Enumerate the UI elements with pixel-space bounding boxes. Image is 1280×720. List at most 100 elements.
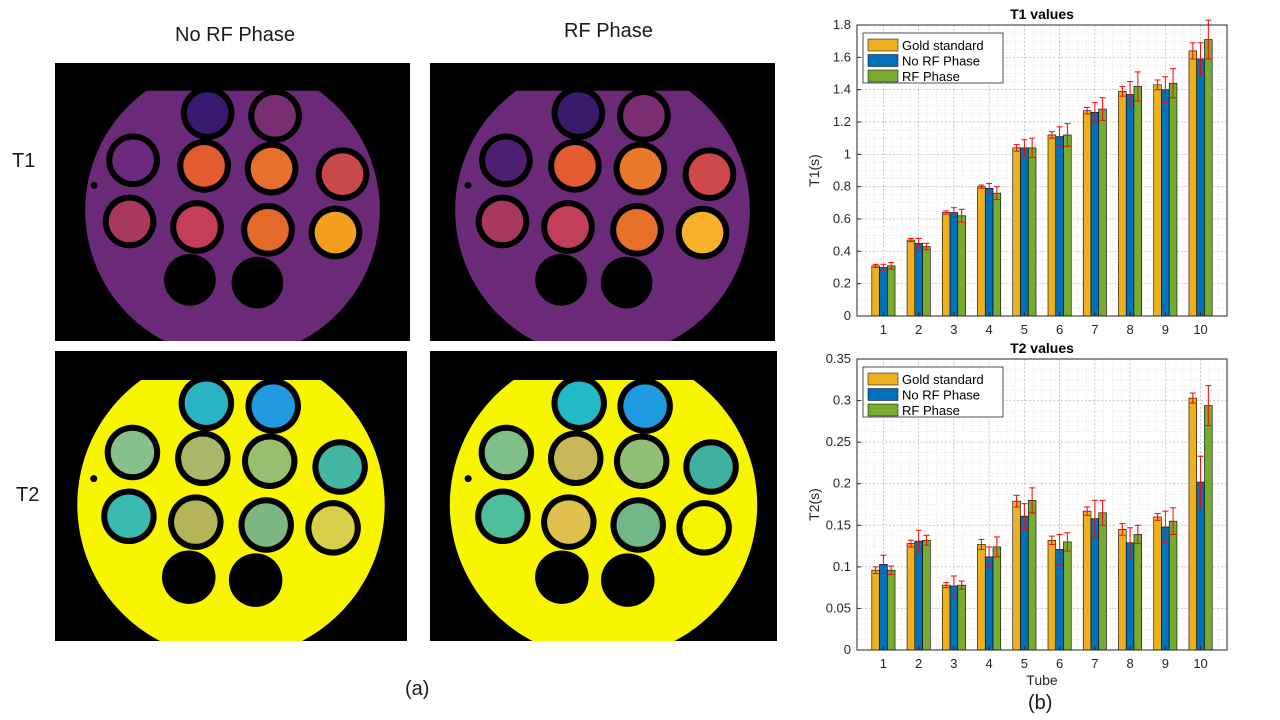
error-bar-rf-phase-tube-3	[958, 208, 965, 223]
bar-no-rf-phase-tube-6	[1055, 136, 1064, 317]
phantom-tube-1	[180, 86, 235, 140]
bar-no-rf-phase-tube-9	[1161, 526, 1170, 651]
phantom-tube-7	[475, 194, 530, 249]
bar-rf-phase-tube-7	[1098, 512, 1107, 651]
bar-no-rf-phase-tube-8	[1125, 542, 1135, 651]
phantom-tube-2	[245, 378, 301, 434]
t1-map-no-rf-phase	[55, 63, 410, 341]
empty-tube-2	[231, 256, 284, 309]
t2-map-rf-phase	[430, 351, 777, 641]
bar-no-rf-phase-tube-7	[1090, 112, 1100, 317]
error-bar-rf-phase-tube-4	[993, 536, 1000, 558]
bar-no-rf-phase-tube-7	[1090, 518, 1100, 651]
error-bar-rf-phase-tube-8	[1134, 524, 1141, 545]
ytick-label: 0.2	[833, 276, 851, 291]
phantom-tube-5	[244, 141, 299, 196]
x-axis-label: Tube	[1026, 672, 1058, 688]
ytick-label: 0.8	[833, 179, 851, 194]
error-bar-rf-phase-tube-9	[1170, 68, 1177, 99]
xtick-label: 8	[1126, 656, 1133, 671]
legend-swatch	[867, 372, 899, 386]
phantom-tube-8	[168, 494, 224, 550]
xtick-label: 6	[1056, 322, 1063, 337]
legend-swatch	[867, 403, 899, 417]
error-bar-no-rf-phase-tube-10	[1197, 42, 1204, 76]
error-bar-gold-standard-tube-7	[1084, 106, 1091, 115]
figure-label-b: (b)	[1028, 692, 1053, 714]
chart-title: T1 values	[1010, 6, 1074, 22]
bar-gold-standard-tube-10	[1188, 50, 1197, 317]
error-bar-gold-standard-tube-7	[1084, 506, 1091, 516]
legend-label: RF Phase	[902, 403, 960, 418]
error-bar-no-rf-phase-tube-5	[1021, 139, 1028, 157]
legend-label: No RF Phase	[902, 388, 980, 403]
phantom-tube-6	[312, 439, 368, 495]
bar-gold-standard-tube-5	[1012, 500, 1021, 651]
ytick-label: 0.15	[826, 517, 851, 532]
phantom-tube-9	[241, 202, 295, 257]
error-bar-rf-phase-tube-4	[993, 186, 1000, 201]
error-bar-rf-phase-tube-6	[1064, 532, 1071, 552]
error-bar-gold-standard-tube-6	[1048, 131, 1055, 139]
bar-no-rf-phase-tube-5	[1020, 515, 1029, 651]
bar-gold-standard-tube-9	[1153, 516, 1162, 651]
bar-rf-phase-tube-4	[992, 546, 1002, 651]
error-bar-gold-standard-tube-1	[872, 263, 879, 268]
bar-rf-phase-tube-5	[1027, 147, 1037, 317]
error-bar-no-rf-phase-tube-8	[1127, 81, 1134, 108]
error-bar-rf-phase-tube-8	[1134, 71, 1141, 102]
col-label-rf-phase: RF Phase	[564, 20, 653, 42]
bar-gold-standard-tube-3	[941, 584, 951, 651]
bar-no-rf-phase-tube-9	[1161, 89, 1170, 317]
legend-label: No RF Phase	[902, 54, 980, 69]
error-bar-gold-standard-tube-5	[1013, 494, 1020, 508]
phantom-tube-8	[541, 200, 595, 254]
bar-gold-standard-tube-8	[1118, 529, 1127, 651]
error-bar-no-rf-phase-tube-7	[1091, 499, 1098, 538]
error-bar-gold-standard-tube-3	[943, 210, 950, 215]
error-bar-no-rf-phase-tube-9	[1162, 76, 1169, 104]
xtick-label: 5	[1021, 322, 1028, 337]
bar-gold-standard-tube-4	[977, 186, 986, 317]
empty-tube-2	[228, 553, 283, 607]
ytick-label: 1.8	[833, 17, 851, 32]
bar-no-rf-phase-tube-3	[949, 212, 959, 317]
error-bar-no-rf-phase-tube-8	[1127, 527, 1134, 559]
bar-gold-standard-tube-6	[1047, 539, 1057, 651]
t2-map-no-rf-phase	[55, 351, 407, 641]
phantom-tube-4	[177, 139, 231, 193]
error-bar-no-rf-phase-tube-4	[986, 546, 993, 568]
error-bar-rf-phase-tube-1	[888, 565, 895, 575]
legend-swatch	[867, 54, 899, 67]
ytick-label: 1.4	[833, 82, 851, 97]
error-bar-no-rf-phase-tube-9	[1162, 510, 1169, 544]
bar-rf-phase-tube-9	[1168, 520, 1178, 651]
bar-gold-standard-tube-1	[871, 265, 880, 317]
ytick-label: 0.05	[826, 600, 851, 615]
error-bar-no-rf-phase-tube-3	[950, 207, 957, 218]
error-bar-gold-standard-tube-9	[1154, 513, 1161, 521]
bar-rf-phase-tube-8	[1133, 534, 1143, 651]
ytick-label: 0.3	[833, 393, 851, 408]
phantom-tube-2	[248, 88, 302, 143]
phantom-tube-3	[478, 424, 535, 481]
empty-tube-2	[600, 256, 653, 309]
xtick-label: 3	[950, 322, 957, 337]
col-label-no-rf-phase: No RF Phase	[175, 24, 296, 46]
xtick-label: 9	[1162, 322, 1169, 337]
error-bar-gold-standard-tube-8	[1119, 85, 1126, 97]
ytick-label: 0.25	[826, 434, 851, 449]
error-bar-no-rf-phase-tube-3	[950, 575, 957, 597]
error-bar-no-rf-phase-tube-6	[1056, 533, 1063, 565]
phantom-tube-8	[541, 494, 597, 550]
bar-rf-phase-tube-1	[887, 265, 896, 317]
bar-gold-standard-tube-10	[1188, 397, 1197, 651]
xtick-label: 10	[1193, 322, 1207, 337]
empty-tube-2	[601, 553, 655, 607]
error-bar-no-rf-phase-tube-2	[915, 237, 922, 249]
error-bar-gold-standard-tube-4	[978, 538, 985, 550]
legend-label: Gold standard	[902, 38, 984, 53]
bar-gold-standard-tube-2	[906, 543, 916, 651]
